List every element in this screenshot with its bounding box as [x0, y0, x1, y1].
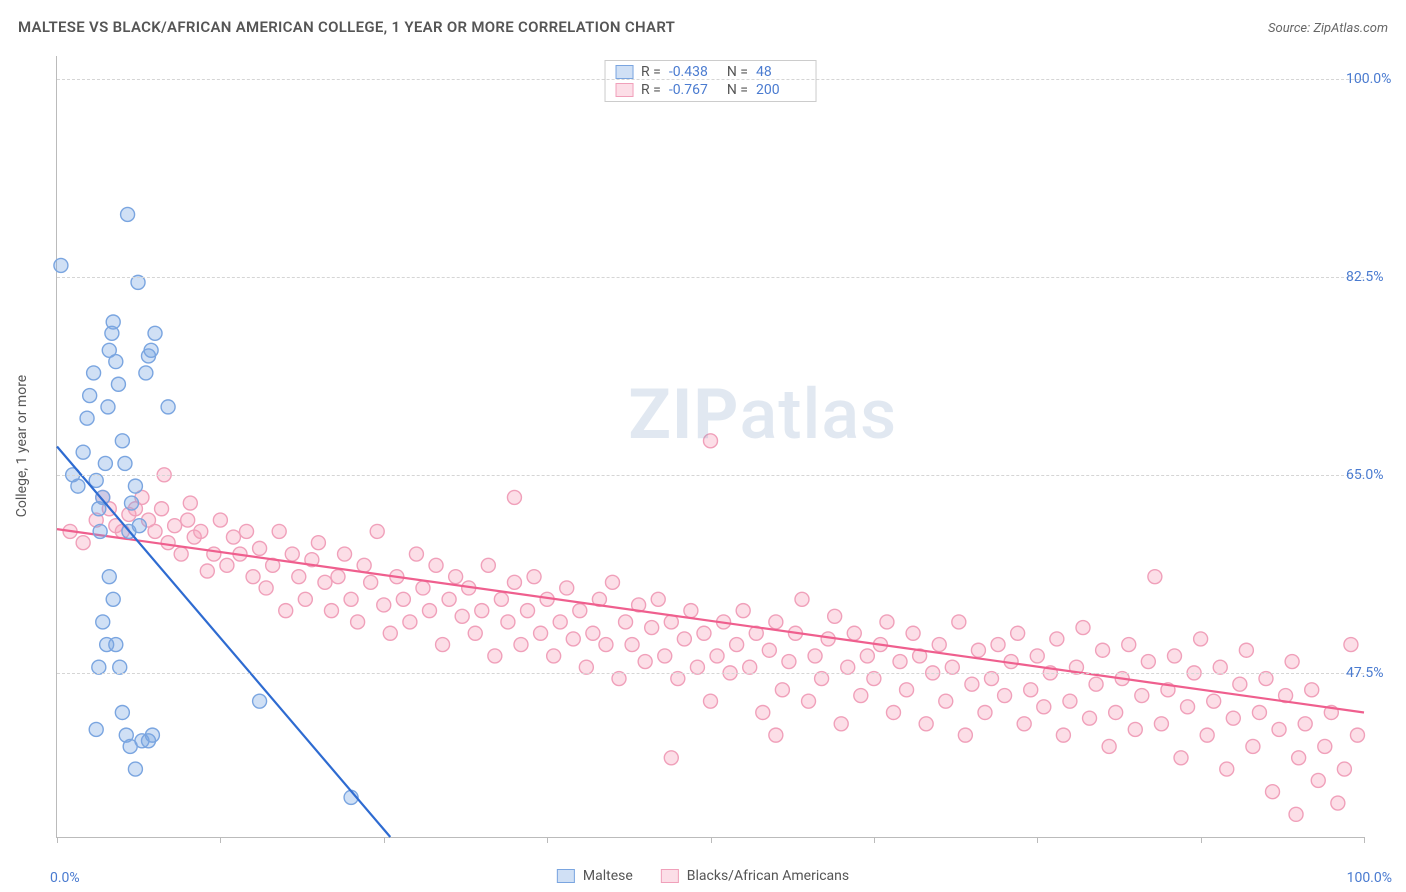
- chart-svg: [57, 56, 1364, 837]
- header: MALTESE VS BLACK/AFRICAN AMERICAN COLLEG…: [18, 18, 1388, 36]
- r-value-black: -0.767: [669, 82, 719, 98]
- n-value-maltese: 48: [756, 64, 806, 80]
- r-label: R =: [641, 82, 661, 98]
- stat-row-black: R = -0.767 N = 200: [605, 81, 816, 99]
- x-axis-max-label: 100.0%: [1347, 870, 1392, 886]
- bottom-legend: Maltese Blacks/African Americans: [557, 868, 849, 884]
- y-axis-label: College, 1 year or more: [14, 375, 30, 517]
- chart-title: MALTESE VS BLACK/AFRICAN AMERICAN COLLEG…: [18, 18, 675, 36]
- legend-label-black: Blacks/African Americans: [687, 868, 849, 884]
- legend-item-maltese: Maltese: [557, 868, 633, 884]
- legend-label-maltese: Maltese: [583, 868, 633, 884]
- swatch-maltese: [615, 65, 633, 79]
- n-label: N =: [727, 82, 748, 98]
- stat-legend: R = -0.438 N = 48 R = -0.767 N = 200: [604, 60, 817, 102]
- legend-item-black: Blacks/African Americans: [661, 868, 849, 884]
- swatch-maltese: [557, 869, 575, 883]
- r-value-maltese: -0.438: [669, 64, 719, 80]
- source-prefix: Source:: [1268, 21, 1313, 36]
- x-axis-min-label: 0.0%: [50, 870, 80, 886]
- n-value-black: 200: [756, 82, 806, 98]
- n-label: N =: [727, 64, 748, 80]
- r-label: R =: [641, 64, 661, 80]
- source-attribution: Source: ZipAtlas.com: [1268, 21, 1388, 36]
- plot-area: ZIPatlas R = -0.438 N = 48 R = -0.767 N …: [56, 56, 1364, 838]
- swatch-black: [661, 869, 679, 883]
- source-name: ZipAtlas.com: [1313, 21, 1388, 36]
- swatch-black: [615, 83, 633, 97]
